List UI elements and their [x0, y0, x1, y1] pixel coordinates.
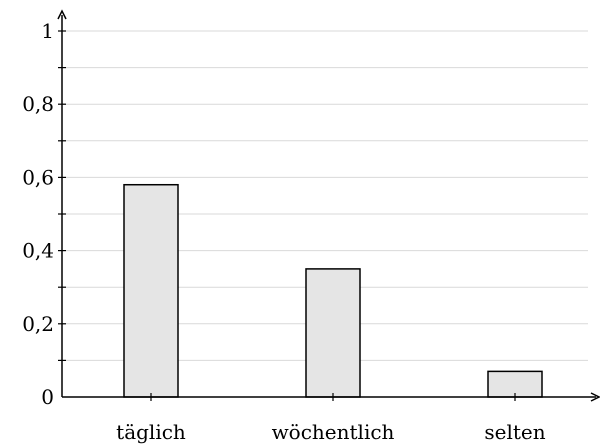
y-tick-label: 0,2 — [22, 312, 54, 336]
y-tick-label: 0 — [41, 385, 54, 409]
y-tick-label: 0,8 — [22, 92, 54, 116]
bar-0 — [123, 183, 179, 398]
x-tick-label: wöchentlich — [272, 420, 395, 444]
y-tick-labels: 0 0,2 0,4 0,6 0,8 1 — [22, 19, 54, 409]
bars — [123, 183, 543, 398]
x-axis-arrow — [590, 392, 600, 402]
x-tick-label: selten — [484, 420, 545, 444]
x-tick-label: täglich — [116, 420, 186, 444]
y-axis-arrow — [57, 9, 67, 20]
bar-2 — [487, 370, 543, 398]
axes — [57, 9, 600, 402]
x-category-labels: täglich wöchentlich selten — [116, 420, 546, 444]
y-tick-label: 0,4 — [22, 239, 54, 263]
y-tick-label: 0,6 — [22, 165, 54, 189]
y-tick-label: 1 — [41, 19, 54, 43]
bar-1 — [305, 268, 361, 398]
